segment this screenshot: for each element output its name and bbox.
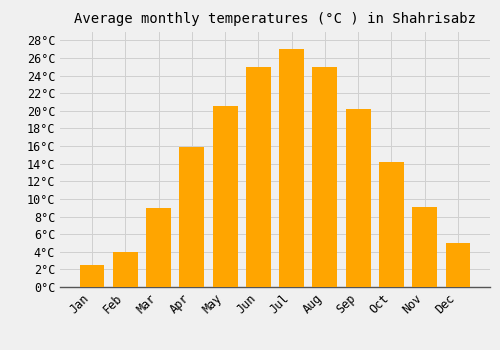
- Bar: [180, 147, 204, 287]
- Title: Average monthly temperatures (°C ) in Shahrisabz: Average monthly temperatures (°C ) in Sh…: [74, 12, 476, 26]
- Bar: [379, 162, 404, 287]
- Bar: [80, 265, 104, 287]
- Bar: [279, 49, 304, 287]
- Bar: [312, 67, 338, 287]
- Bar: [113, 252, 138, 287]
- Bar: [212, 106, 238, 287]
- Bar: [246, 67, 271, 287]
- Bar: [412, 207, 437, 287]
- Bar: [446, 243, 470, 287]
- Bar: [346, 109, 370, 287]
- Bar: [146, 208, 171, 287]
